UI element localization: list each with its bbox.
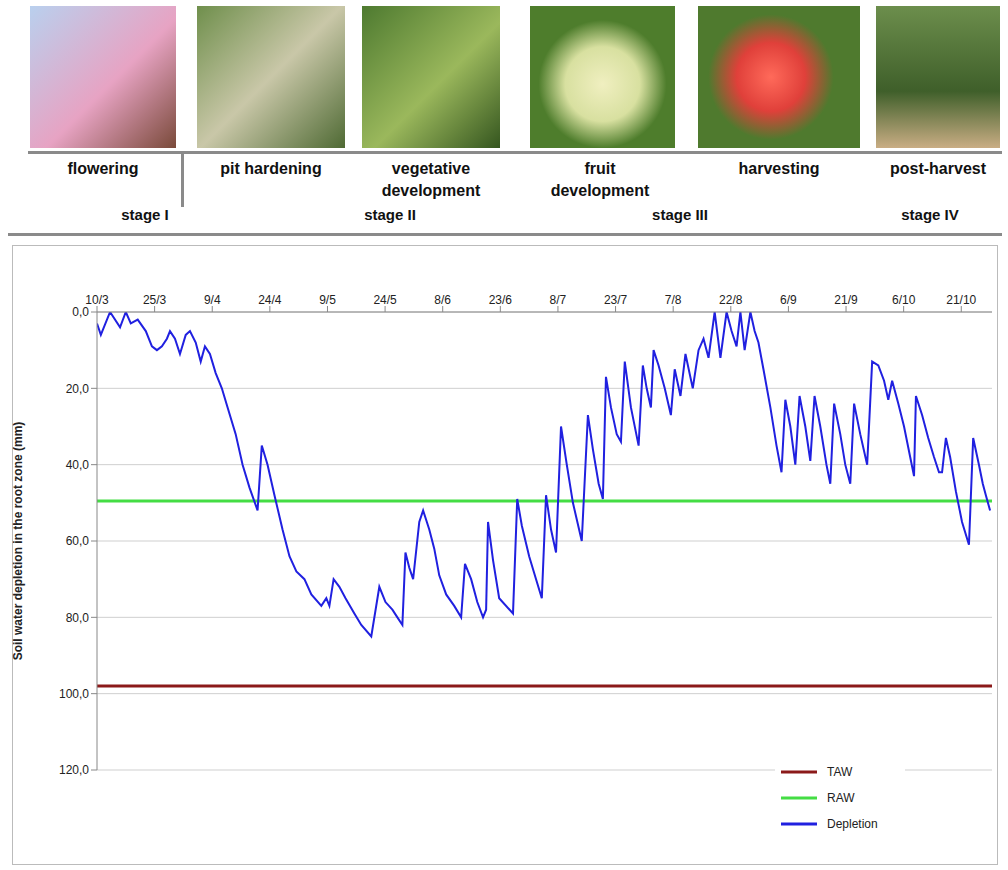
svg-text:0,0: 0,0	[72, 305, 89, 319]
html-text:Depletion: Depletion	[827, 817, 878, 831]
svg-text:9/4: 9/4	[204, 293, 221, 307]
html-text:post-harvest: post-harvest	[890, 160, 986, 177]
html-text:stage II: stage II	[364, 206, 416, 223]
svg-text:6/9: 6/9	[780, 293, 797, 307]
svg-text:8/7: 8/7	[550, 293, 567, 307]
svg-text:21/9: 21/9	[834, 293, 858, 307]
svg-text:60,0: 60,0	[66, 534, 90, 548]
html-text:pit hardening: pit hardening	[220, 160, 322, 177]
html-text:flowering: flowering	[67, 160, 139, 177]
svg-text:7/8: 7/8	[665, 293, 682, 307]
svg-text:24/4: 24/4	[258, 293, 282, 307]
html-text:stage IV: stage IV	[901, 206, 959, 223]
svg-text:23/6: 23/6	[489, 293, 513, 307]
svg-text:10/3: 10/3	[85, 293, 109, 307]
svg-text:80,0: 80,0	[66, 611, 90, 625]
svg-text:40,0: 40,0	[66, 458, 90, 472]
svg-text:23/7: 23/7	[604, 293, 628, 307]
svg-text:21/10: 21/10	[946, 293, 976, 307]
svg-text:8/6: 8/6	[434, 293, 451, 307]
html-text:fruit development: fruit development	[550, 160, 650, 199]
html-text:TAW: TAW	[827, 765, 853, 779]
svg-text:6/10: 6/10	[892, 293, 916, 307]
html-text:stage III: stage III	[652, 206, 708, 223]
html-text:harvesting: harvesting	[738, 160, 820, 177]
html-text:stage I: stage I	[121, 206, 169, 223]
html-text:RAW: RAW	[827, 791, 855, 805]
svg-text:9/5: 9/5	[319, 293, 336, 307]
svg-text:24/5: 24/5	[373, 293, 397, 307]
svg-text:20,0: 20,0	[66, 382, 90, 396]
svg-text:Soil water depletion in the ro: Soil water depletion in the root zone (m…	[11, 422, 25, 661]
svg-text:25/3: 25/3	[143, 293, 167, 307]
svg-text:22/8: 22/8	[719, 293, 743, 307]
svg-text:120,0: 120,0	[59, 763, 89, 777]
svg-text:100,0: 100,0	[59, 687, 89, 701]
html-text:vegetative development: vegetative development	[381, 160, 481, 199]
